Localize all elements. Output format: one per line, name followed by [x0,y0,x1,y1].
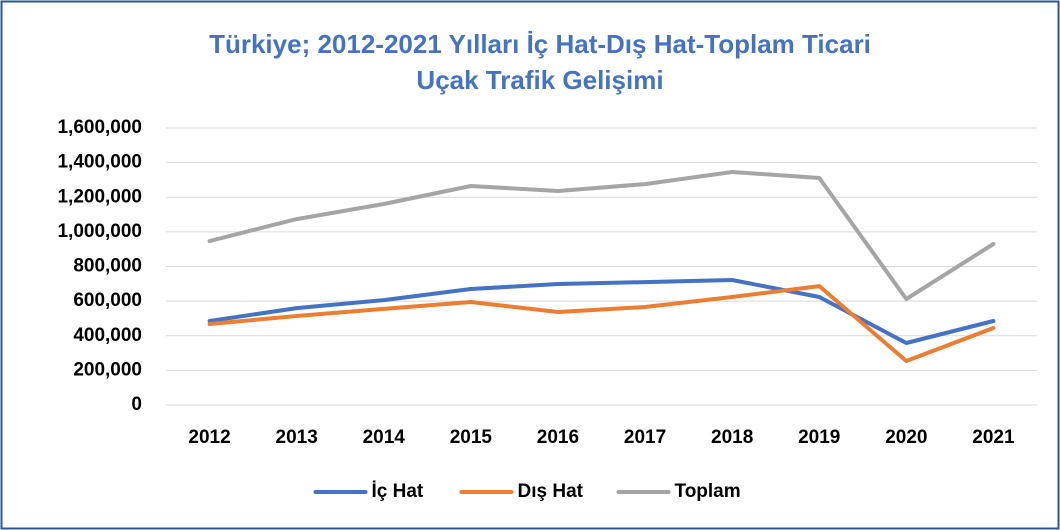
legend-label: İç Hat [372,481,424,502]
chart-title: Türkiye; 2012-2021 Yılları İç Hat-Dış Ha… [209,29,871,59]
x-tick-label: 2015 [450,427,493,448]
y-tick-label: 800,000 [73,256,142,277]
y-tick-label: 1,000,000 [57,221,142,242]
x-tick-label: 2016 [537,427,579,448]
x-tick-label: 2018 [711,427,753,448]
series-line [207,278,996,345]
x-tick-label: 2021 [972,427,1015,448]
y-tick-label: 0 [131,394,142,415]
y-tick-label: 400,000 [73,325,142,346]
chart-subtitle: Uçak Trafik Gelişimi [416,65,663,95]
legend-label: Dış Hat [518,481,584,502]
y-tick-label: 1,200,000 [57,186,142,207]
series-line [207,284,996,363]
y-tick-label: 600,000 [73,290,142,311]
x-tick-label: 2019 [798,427,840,448]
x-tick-label: 2013 [276,427,318,448]
series-line [207,170,996,301]
y-tick-label: 1,600,000 [57,117,142,138]
y-tick-label: 200,000 [73,359,142,380]
legend-label: Toplam [675,481,741,502]
x-tick-label: 2017 [624,427,666,448]
x-tick-label: 2020 [885,427,927,448]
y-tick-label: 1,400,000 [57,152,142,173]
x-tick-label: 2014 [363,427,406,448]
x-tick-label: 2012 [188,427,230,448]
